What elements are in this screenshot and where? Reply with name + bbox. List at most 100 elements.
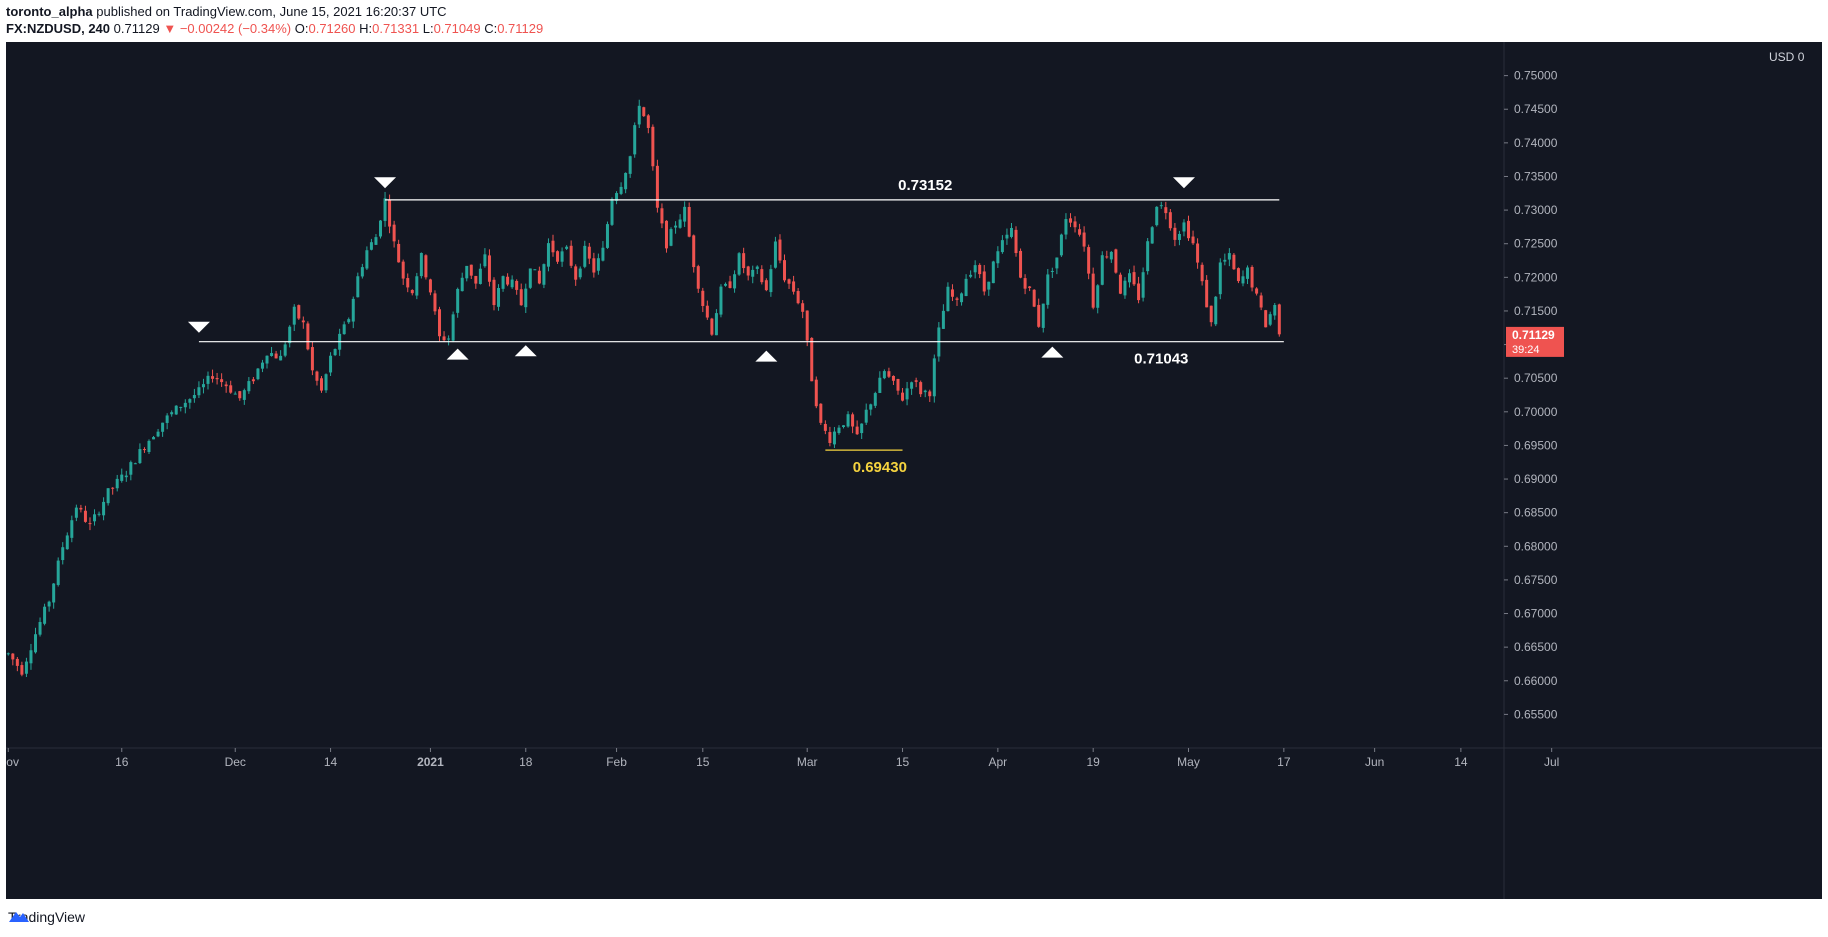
candle-body	[537, 270, 541, 284]
candle-body	[515, 280, 519, 290]
candle-body	[1000, 240, 1004, 253]
candle-body	[692, 235, 696, 268]
candle-body	[746, 266, 750, 276]
candle-body	[950, 289, 954, 297]
price-tick-label: 0.70000	[1514, 405, 1558, 419]
chart-header: toronto_alpha published on TradingView.c…	[0, 0, 1828, 42]
candle-body	[510, 279, 514, 288]
candle-body	[819, 403, 823, 423]
candle-body	[982, 271, 986, 292]
candle-body	[1137, 283, 1141, 301]
candle-body	[242, 390, 246, 400]
candle-body	[823, 423, 827, 431]
time-tick-label: 19	[1087, 755, 1101, 769]
candle-body	[497, 287, 501, 307]
candle-body	[79, 507, 83, 510]
low-value: 0.71049	[433, 21, 481, 36]
candle-body	[292, 306, 296, 325]
close-label: C:	[484, 21, 498, 36]
candle-body	[38, 622, 42, 635]
candle-body	[24, 661, 28, 674]
candle-body	[1250, 266, 1254, 288]
price-tick-label: 0.74000	[1514, 136, 1558, 150]
candle-body	[1150, 227, 1154, 244]
publish-text: published on TradingView.com, June 15, 2…	[96, 4, 447, 19]
candle-body	[1205, 279, 1209, 308]
candle-body	[742, 253, 746, 269]
candle-body	[170, 412, 174, 415]
candle-body	[388, 200, 392, 227]
candle-body	[483, 254, 487, 267]
candle-body	[1019, 250, 1023, 278]
up-marker-icon	[514, 345, 537, 357]
candle-body	[633, 125, 637, 155]
up-marker-icon	[1041, 346, 1064, 358]
candle-body	[179, 406, 183, 408]
candlestick-chart[interactable]: 0.73152 0.71043 0.69430 0.75000 0.74500 0.740…	[6, 42, 1822, 899]
candle-body	[1141, 272, 1145, 298]
candle-body	[1259, 295, 1263, 308]
publish-info: toronto_alpha published on TradingView.c…	[6, 4, 447, 19]
candle-body	[401, 261, 405, 279]
candle-body	[1209, 305, 1213, 323]
level-label: 0.73152	[898, 177, 952, 194]
candle-body	[714, 313, 718, 336]
candle-body	[460, 277, 464, 292]
chart-footer: TradingView	[0, 899, 1828, 937]
candle-body	[914, 380, 918, 382]
candle-body	[1200, 264, 1204, 282]
symbol-name[interactable]: FX:NZDUSD, 240	[6, 21, 111, 36]
candle-body	[832, 431, 836, 445]
candle-body	[1064, 219, 1068, 235]
candle-body	[1059, 234, 1063, 256]
currency-button[interactable]: USD 0	[1769, 50, 1804, 64]
candle-body	[88, 523, 92, 525]
candle-body	[474, 275, 478, 284]
candle-body	[415, 276, 419, 296]
candle-body	[102, 501, 106, 516]
candle-body	[683, 206, 687, 222]
candle-body	[256, 368, 260, 380]
symbol-legend: FX:NZDUSD, 240 0.71129 ▼ −0.00242 (−0.34…	[6, 21, 543, 36]
candle-body	[569, 245, 573, 266]
chart-area[interactable]: 0.73152 0.71043 0.69430 0.75000 0.74500 0.740…	[6, 42, 1822, 899]
candle-body	[546, 243, 550, 267]
candle-body	[451, 314, 455, 341]
candle-body	[1196, 243, 1200, 263]
author-name[interactable]: toronto_alpha	[6, 4, 93, 19]
candle-body	[206, 375, 210, 384]
candle-body	[687, 207, 691, 237]
price-tick-label: 0.66500	[1514, 640, 1558, 654]
candle-body	[43, 606, 47, 624]
candle-body	[20, 665, 24, 675]
candle-body	[919, 382, 923, 395]
candle-body	[987, 281, 991, 290]
candle-body	[755, 266, 759, 269]
candle-body	[138, 449, 142, 464]
candle-body	[192, 395, 196, 399]
candle-body	[211, 376, 215, 379]
candle-body	[1073, 221, 1077, 228]
candle-body	[456, 288, 460, 313]
time-tick-label: Feb	[606, 755, 627, 769]
candle-body	[1096, 285, 1100, 308]
candle-body	[801, 303, 805, 312]
candle-body	[810, 337, 814, 382]
candle-body	[814, 379, 818, 407]
candle-body	[846, 414, 850, 427]
candle-body	[274, 353, 278, 359]
candle-body	[923, 390, 927, 393]
candle-body	[1159, 205, 1163, 207]
candle-body	[882, 371, 886, 379]
candle-body	[864, 409, 868, 423]
candle-body	[837, 427, 841, 433]
price-tick-label: 0.72500	[1514, 237, 1558, 251]
price-tick-label: 0.71500	[1514, 304, 1558, 318]
candle-body	[910, 382, 914, 389]
time-tick-label: 2021	[417, 755, 444, 769]
time-tick-label: 14	[324, 755, 338, 769]
candle-body	[47, 601, 51, 607]
tradingview-brand[interactable]: TradingView	[8, 909, 85, 925]
candle-body	[891, 375, 895, 381]
candle-body	[905, 388, 909, 400]
